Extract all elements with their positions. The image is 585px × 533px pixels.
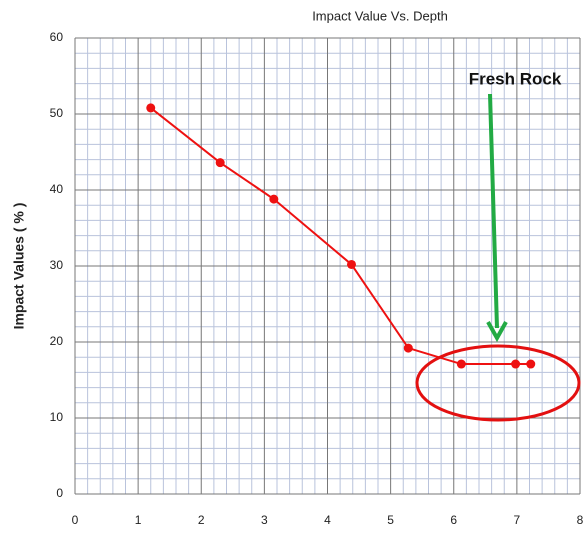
y-tick-label: 20	[50, 334, 64, 348]
arrow-shaft	[488, 93, 499, 329]
y-tick-label: 0	[56, 486, 63, 500]
point	[456, 359, 466, 369]
point	[526, 359, 536, 369]
y-tick-label: 60	[50, 30, 64, 44]
y-tick-label: 10	[50, 410, 64, 424]
highlight-ellipse	[415, 344, 581, 422]
point	[146, 103, 156, 113]
point	[269, 194, 279, 204]
x-tick-label: 2	[198, 513, 205, 527]
x-tick-label: 0	[72, 513, 79, 527]
x-tick-label: 4	[324, 513, 331, 527]
point	[511, 359, 521, 369]
point	[215, 158, 225, 168]
annotation: Fresh Rock	[469, 69, 562, 88]
y-tick-label: 30	[50, 258, 64, 272]
x-tick-label: 6	[450, 513, 457, 527]
arrow-head	[486, 321, 508, 343]
x-tick-label: 8	[577, 513, 584, 527]
x-tick-label: 1	[135, 513, 142, 527]
y-tick-label: 50	[50, 106, 64, 120]
y-axis-label: Impact Values ( % )	[11, 203, 27, 330]
grid: 0 1 2 3 4 5 6 7 8 0 10 20 30 40 50 60	[50, 30, 584, 527]
x-tick-label: 7	[514, 513, 521, 527]
chart-title: Impact Value Vs. Depth	[312, 8, 448, 23]
x-tick-label: 3	[261, 513, 268, 527]
plot	[146, 103, 536, 369]
point	[403, 343, 413, 353]
line	[150, 107, 531, 366]
y-tick-label: 40	[50, 182, 64, 196]
x-tick-label: 5	[387, 513, 394, 527]
point	[346, 259, 356, 269]
